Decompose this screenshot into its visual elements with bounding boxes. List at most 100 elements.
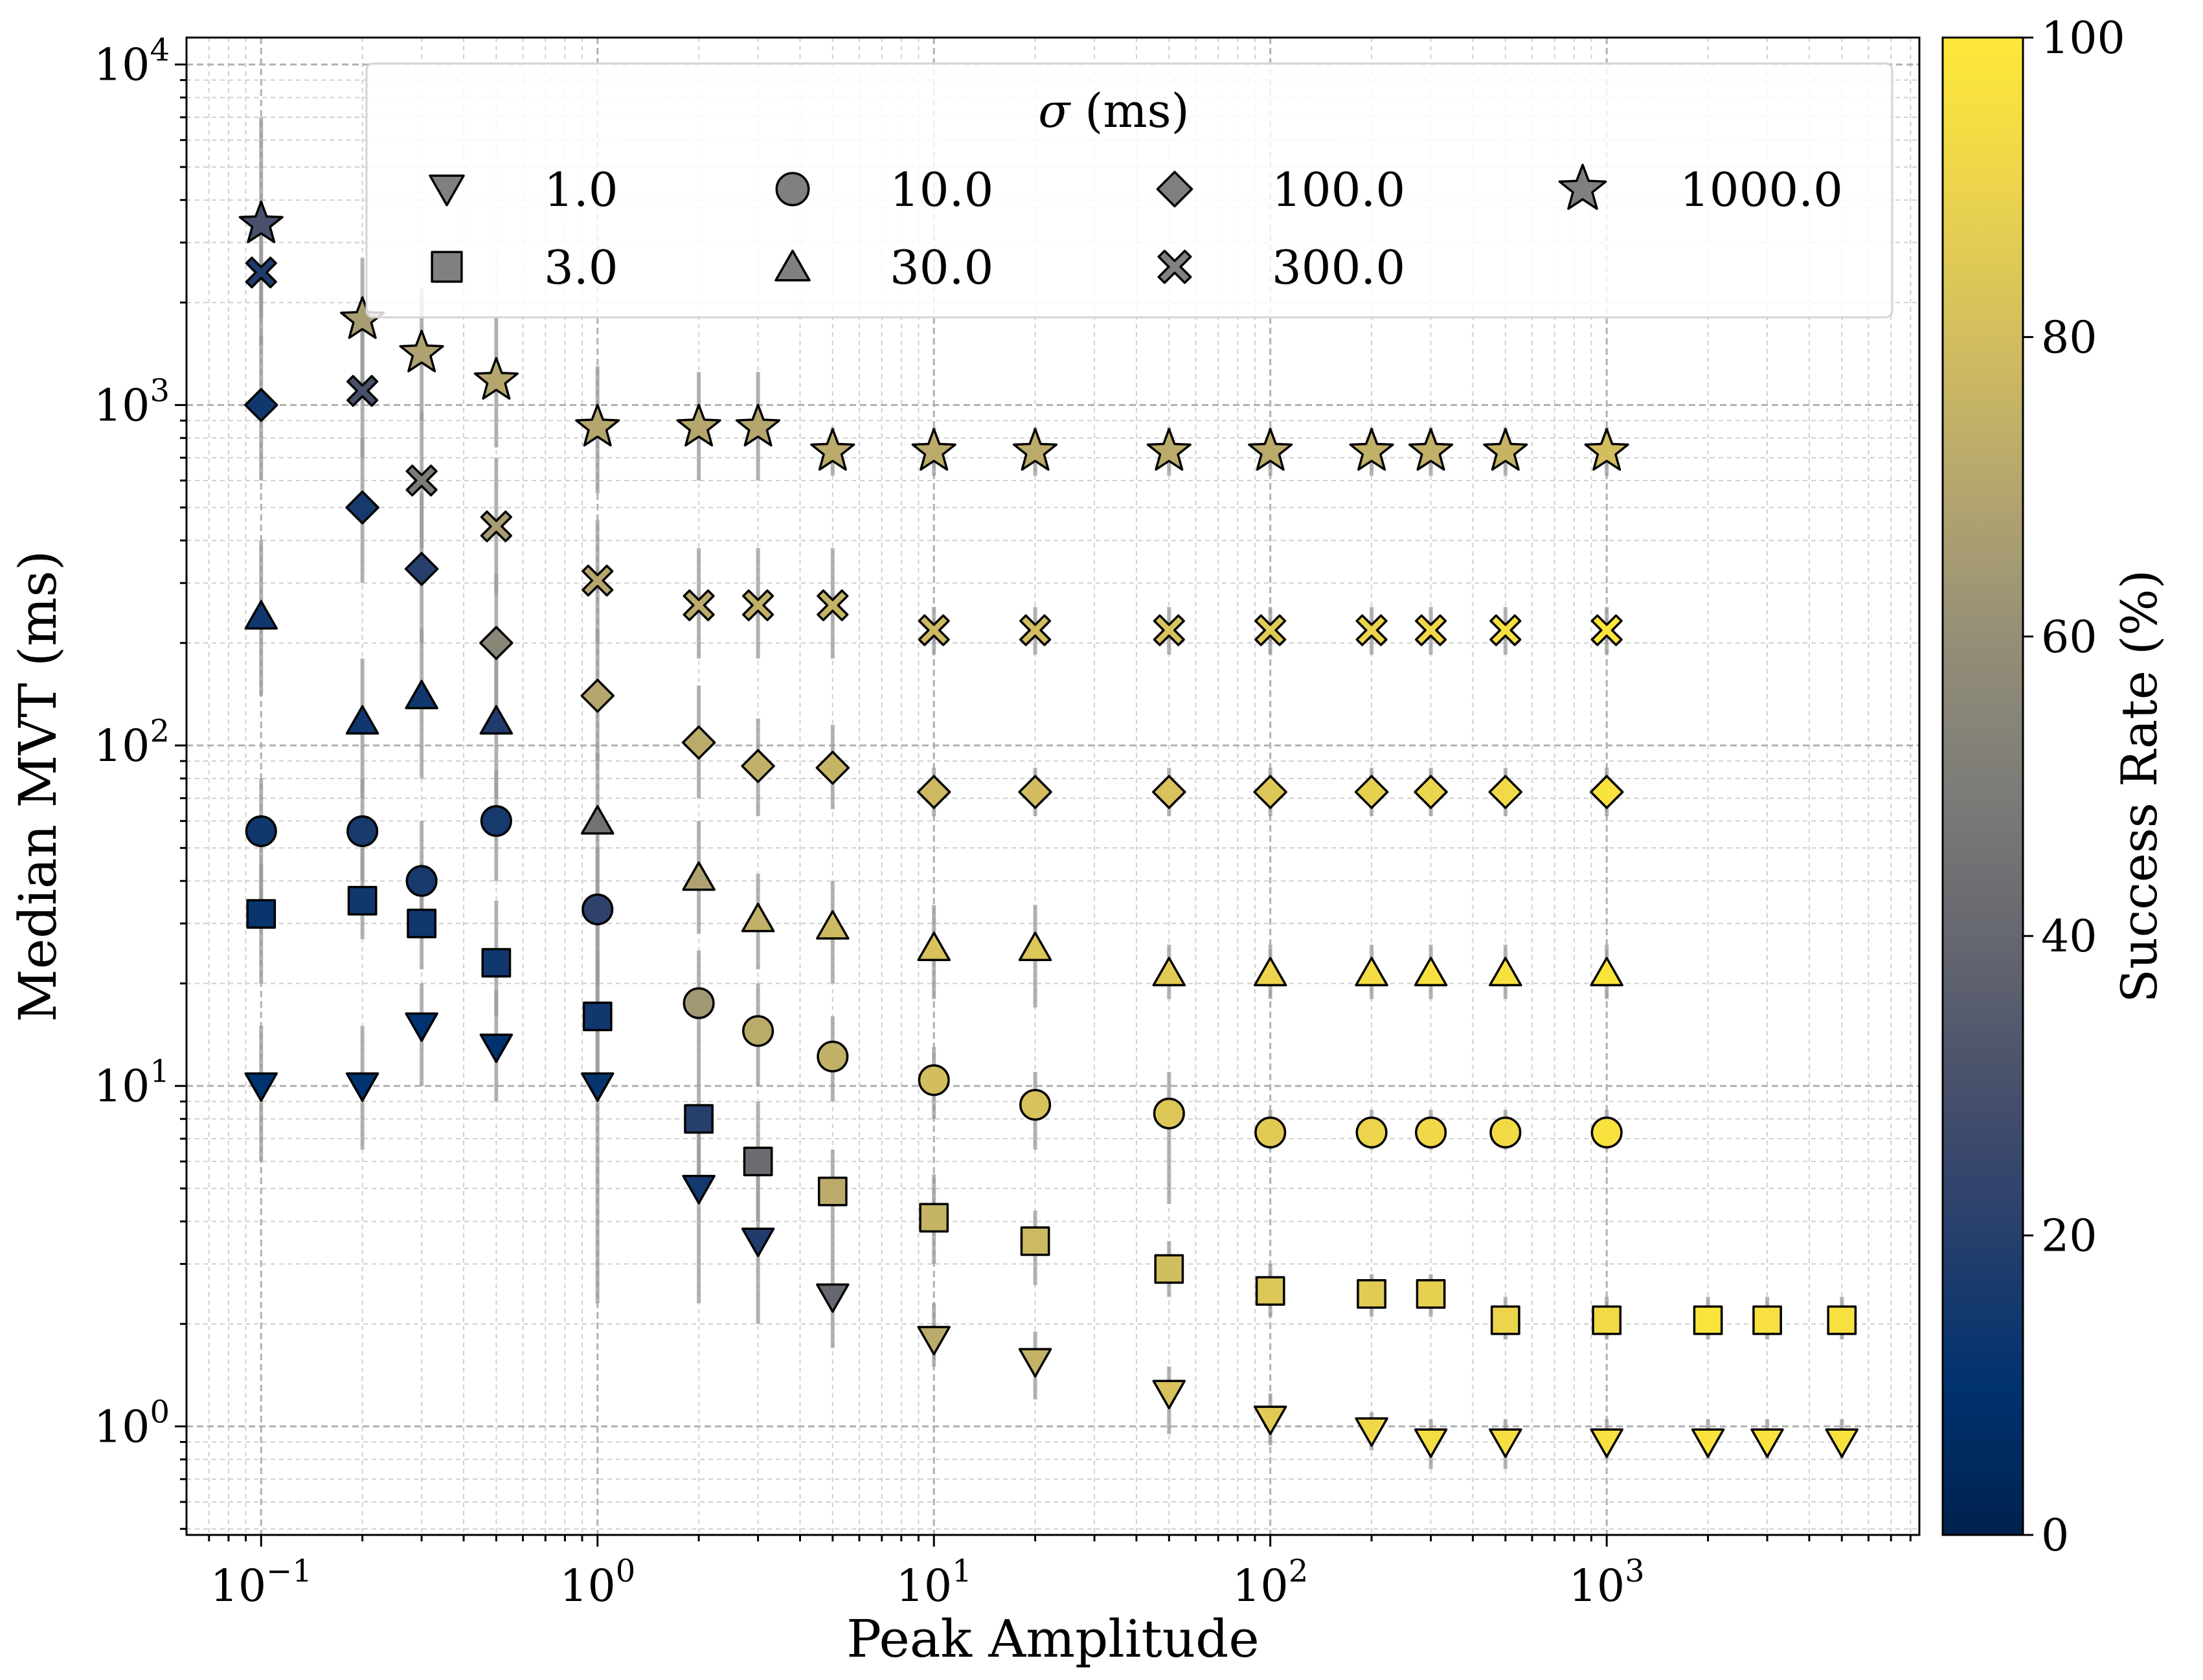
data-point-star (810, 427, 855, 471)
data-point-x-filled (1355, 614, 1388, 646)
data-point-square (1020, 1226, 1050, 1256)
axes: 10−1 100 101 102 103 100 101 102 103 104 (94, 32, 1921, 1612)
x-tick-label: 101 (896, 1553, 972, 1612)
data-point-triangle-up (1253, 957, 1287, 986)
data-point-triangle-up (1489, 957, 1522, 986)
data-point-square (1154, 1254, 1184, 1284)
data-point-diamond (916, 775, 951, 810)
data-point-star (911, 427, 956, 471)
data-point-diamond (244, 388, 278, 422)
data-point-x-filled (1590, 614, 1623, 646)
data-point-x-filled (683, 589, 715, 622)
colorbar-tick-label: 40 (2041, 911, 2097, 962)
x-tick-label: 10−1 (210, 1553, 312, 1612)
colorbar-tick-label: 80 (2041, 312, 2097, 363)
data-point-diamond (1253, 775, 1287, 810)
data-point-triangle-down (682, 1175, 716, 1205)
data-point-triangle-up (580, 805, 615, 835)
data-point-star (1013, 427, 1058, 471)
data-point-diamond (404, 552, 439, 586)
data-point-x-filled (742, 589, 774, 622)
data-point-triangle-up (1152, 957, 1186, 986)
data-point-square (246, 899, 277, 929)
data-point-circle (1254, 1117, 1287, 1149)
data-point-triangle-down (1018, 1348, 1052, 1378)
data-point-x-filled (1415, 614, 1447, 646)
data-point-circle (817, 1040, 849, 1073)
legend-label: 1000.0 (1680, 163, 1843, 217)
data-point-square (407, 909, 436, 938)
data-point-diamond (1414, 775, 1448, 810)
colorbar-tick-label: 100 (2041, 13, 2125, 64)
data-point-star (1349, 427, 1394, 471)
data-point-triangle-up (917, 931, 951, 961)
colorbar-tick-label: 0 (2041, 1510, 2069, 1561)
data-point-square (1490, 1305, 1520, 1335)
data-point-circle (346, 815, 379, 847)
data-point-diamond (815, 751, 850, 785)
colorbar: 0 20 40 60 80 100 Success Rate (%) (1941, 13, 2168, 1561)
colorbar-tick-label: 60 (2041, 612, 2097, 663)
plot-frame (185, 36, 1921, 1536)
legend-label: 100.0 (1272, 163, 1405, 217)
legend-title-unit: (ms) (1070, 84, 1189, 138)
data-point-star (1146, 427, 1192, 471)
legend-marker-triangle-up (774, 249, 811, 282)
legend-label: 3.0 (544, 240, 618, 295)
data-point-star (1408, 427, 1454, 471)
data-point-star (676, 403, 721, 447)
data-point-diamond (1354, 775, 1389, 810)
data-point-diamond (345, 490, 379, 525)
data-point-x-filled (346, 375, 379, 407)
data-point-diamond (1589, 775, 1624, 810)
data-point-square (1752, 1305, 1782, 1335)
data-point-triangle-up (741, 902, 775, 933)
data-point-triangle-down (1825, 1428, 1859, 1459)
data-point-triangle-down (1355, 1417, 1388, 1447)
legend-title-sigma: σ (1038, 84, 1071, 138)
data-point-circle (683, 987, 715, 1019)
data-point-diamond (1018, 775, 1052, 810)
data-point-square (1592, 1305, 1622, 1335)
colorbar-label: Success Rate (%) (2110, 570, 2168, 1003)
data-point-triangle-up (1590, 957, 1623, 986)
data-point-triangle-down (1691, 1428, 1725, 1459)
data-point-triangle-up (405, 679, 438, 710)
data-point-circle (1489, 1117, 1522, 1149)
data-point-square (1416, 1278, 1446, 1309)
data-point-triangle-down (1414, 1428, 1448, 1459)
data-point-x-filled (1254, 614, 1287, 646)
y-tick-label: 104 (94, 32, 170, 91)
data-point-diamond (681, 725, 716, 760)
data-point-star (399, 330, 444, 372)
data-point-triangle-down (580, 1072, 615, 1102)
data-point-square (1357, 1278, 1386, 1309)
data-point-square (684, 1104, 714, 1134)
x-tick-label: 100 (559, 1553, 635, 1612)
data-point-x-filled (1019, 614, 1052, 646)
legend: σ (ms) 1.0 3.0 10.0 30.0 100.0 300.0 1000.0 (365, 62, 1893, 319)
legend-marker-triangle-down (429, 174, 465, 207)
data-point-circle (1019, 1089, 1052, 1121)
data-markers (238, 200, 1859, 1459)
data-point-square (582, 1001, 613, 1032)
data-point-triangle-down (1750, 1428, 1784, 1459)
data-point-diamond (580, 678, 615, 713)
data-point-triangle-down (1590, 1428, 1623, 1459)
data-point-diamond (479, 626, 514, 661)
data-point-triangle-down (816, 1283, 850, 1313)
y-tick-label: 100 (94, 1394, 170, 1453)
data-point-circle (1355, 1117, 1388, 1149)
colorbar-fill (1941, 36, 2024, 1536)
data-point-square (481, 948, 512, 978)
x-tick-label: 102 (1232, 1553, 1308, 1612)
data-point-circle (918, 1064, 950, 1096)
data-point-star (238, 200, 284, 244)
colorbar-ticks: 0 20 40 60 80 100 (2023, 13, 2125, 1561)
x-axis-label: Peak Amplitude (846, 1609, 1259, 1669)
data-point-star (736, 403, 781, 447)
data-point-diamond (1488, 775, 1523, 810)
data-point-x-filled (582, 564, 614, 596)
data-point-x-filled (817, 589, 849, 622)
